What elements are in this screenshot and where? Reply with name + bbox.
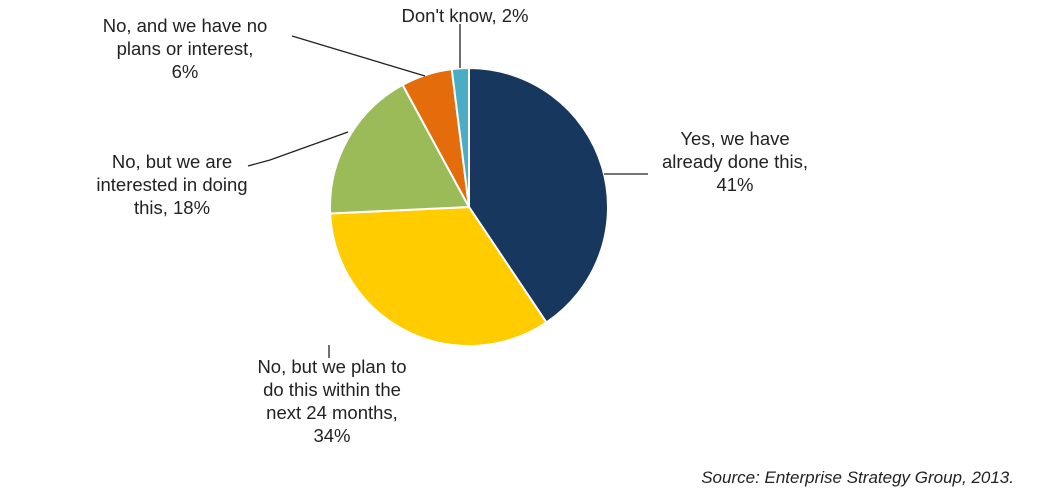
slice-label-line: No, but we are [111, 151, 233, 172]
slice-label-2: No, but we plan to do this within the next… [232, 355, 432, 447]
slice-label-4: No, and we have no plans or interest, 6% [80, 14, 290, 83]
leader-lines [247, 24, 648, 358]
slice-label-1: Yes, we have already done this, 41% [640, 127, 830, 196]
pie-slice-2 [329, 205, 548, 347]
slice-label-3: No, but we are interested in doing this, 1… [82, 150, 262, 219]
slice-label-line: this, 18% [133, 197, 211, 218]
slice-label-line: Don't know, 2% [401, 5, 529, 26]
leader-line-3 [247, 131, 349, 167]
slice-label-line: 6% [171, 61, 199, 82]
slice-label-line: No, and we have no [102, 15, 268, 36]
pie-slice-5 [450, 66, 470, 208]
slice-label-line: 41% [716, 174, 754, 195]
pie-slice-3 [329, 83, 471, 215]
slice-label-line: No, but we plan to [257, 356, 407, 377]
pie-slices [329, 66, 609, 347]
slice-label-line: 34% [313, 425, 351, 446]
slice-label-line: interested in doing [96, 174, 248, 195]
slice-label-line: already done this, [661, 151, 809, 172]
slice-label-line: do this within the [263, 379, 401, 400]
leader-line-4 [291, 35, 426, 77]
slice-label-line: Yes, we have [680, 128, 790, 149]
slice-label-line: next 24 months, [266, 402, 398, 423]
slice-label-5: Don't know, 2% [380, 4, 550, 27]
slice-label-line: plans or interest, [116, 38, 254, 59]
pie-slice-1 [468, 66, 609, 324]
source-note: Source: Enterprise Strategy Group, 2013. [701, 468, 1014, 487]
